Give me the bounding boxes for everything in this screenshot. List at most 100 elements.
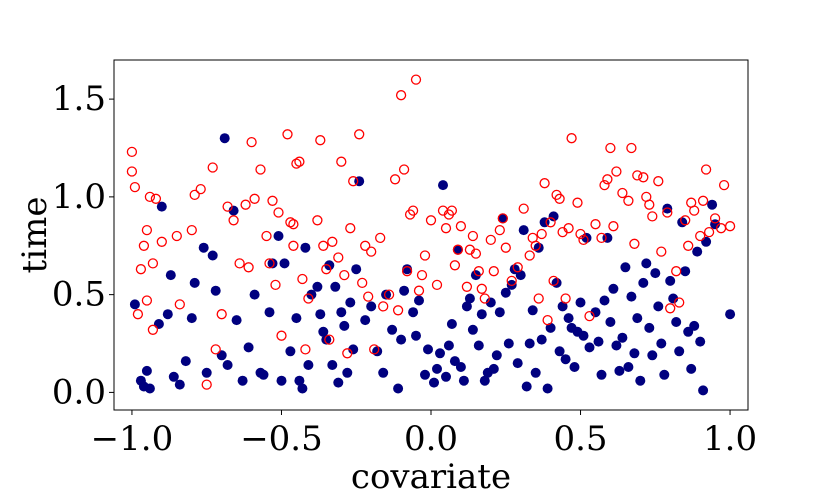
censored-point bbox=[440, 223, 452, 234]
censored-point bbox=[210, 344, 221, 355]
events-point bbox=[593, 336, 604, 347]
censored-point bbox=[524, 250, 535, 261]
censored-point bbox=[389, 174, 401, 185]
events-point bbox=[249, 289, 260, 300]
censored-point bbox=[141, 224, 153, 236]
events-point bbox=[327, 360, 338, 370]
censored-point bbox=[566, 133, 577, 144]
censored-point bbox=[488, 266, 499, 277]
censored-point bbox=[291, 158, 302, 169]
events-point bbox=[530, 367, 541, 378]
events-point bbox=[725, 309, 736, 320]
censored-point bbox=[590, 219, 601, 230]
events-point bbox=[318, 326, 329, 337]
censored-point bbox=[129, 181, 141, 193]
censored-point bbox=[431, 279, 443, 291]
events-point bbox=[156, 201, 167, 212]
events-point bbox=[387, 324, 398, 335]
censored-point bbox=[378, 301, 389, 312]
censored-point bbox=[255, 164, 266, 175]
y-tick-label: 1.0 bbox=[52, 177, 106, 217]
events-point bbox=[333, 377, 344, 388]
events-point bbox=[351, 264, 362, 275]
censored-point bbox=[467, 230, 479, 242]
censored-point bbox=[401, 266, 413, 277]
censored-point bbox=[689, 205, 700, 216]
events-point bbox=[635, 375, 646, 386]
y-tick-label: 0.5 bbox=[52, 275, 106, 315]
censored-point bbox=[300, 344, 311, 355]
censored-point bbox=[674, 297, 685, 308]
y-axis: 0.0 0.5 1.0 1.5 bbox=[52, 79, 114, 412]
events-point bbox=[297, 383, 308, 394]
censored-point bbox=[539, 178, 550, 189]
events-point bbox=[536, 334, 547, 345]
censored-point bbox=[629, 238, 640, 249]
events-point bbox=[500, 287, 511, 298]
events-point bbox=[626, 291, 637, 302]
events-point bbox=[623, 362, 634, 372]
censored-point bbox=[228, 215, 239, 226]
censored-point bbox=[189, 189, 200, 201]
censored-point bbox=[575, 228, 586, 240]
events-point bbox=[512, 358, 523, 369]
censored-point bbox=[342, 348, 353, 359]
events-point bbox=[264, 307, 275, 318]
events-point bbox=[569, 362, 580, 372]
censored-point bbox=[724, 221, 736, 232]
censored-point bbox=[333, 252, 344, 263]
events-point bbox=[219, 133, 230, 144]
censored-point bbox=[138, 240, 150, 251]
events-point bbox=[198, 242, 209, 253]
censored-point bbox=[718, 179, 730, 191]
censored-point bbox=[647, 211, 658, 222]
events-point bbox=[174, 379, 185, 390]
events-point bbox=[348, 344, 359, 355]
events-point bbox=[366, 301, 377, 312]
censored-point bbox=[407, 205, 419, 216]
censored-point bbox=[324, 334, 335, 345]
censored-point bbox=[709, 213, 721, 224]
events-point bbox=[291, 313, 302, 324]
events-point bbox=[548, 211, 559, 222]
censored-point bbox=[174, 299, 185, 310]
events-point bbox=[435, 348, 445, 359]
events-point bbox=[408, 307, 419, 318]
events-point bbox=[611, 340, 622, 351]
events-point bbox=[674, 346, 685, 357]
censored-point bbox=[303, 293, 314, 304]
censored-point bbox=[572, 197, 583, 208]
events-point bbox=[491, 350, 502, 361]
events-point bbox=[300, 242, 311, 253]
events-point bbox=[473, 340, 484, 351]
events-point bbox=[279, 258, 290, 269]
events-point bbox=[144, 383, 155, 394]
censored-point bbox=[336, 156, 347, 167]
events-point bbox=[467, 324, 478, 335]
events-point bbox=[423, 344, 433, 355]
events-point bbox=[632, 313, 643, 324]
events-point bbox=[162, 309, 173, 320]
events-point bbox=[692, 246, 703, 257]
x-tick-label: −1.0 bbox=[91, 419, 174, 459]
events-point bbox=[414, 295, 424, 306]
events-point bbox=[228, 205, 239, 216]
events-point bbox=[707, 199, 718, 210]
events-point bbox=[458, 375, 469, 386]
events-point bbox=[321, 334, 332, 345]
censored-point bbox=[186, 224, 197, 236]
censored-point bbox=[419, 250, 431, 261]
censored-point bbox=[611, 166, 622, 177]
events-point bbox=[396, 334, 407, 345]
censored-point bbox=[297, 273, 308, 285]
censored-point bbox=[545, 217, 556, 228]
censored-point bbox=[392, 305, 404, 316]
x-tick-label: 0.5 bbox=[553, 419, 607, 459]
censored-point bbox=[360, 240, 371, 251]
censored-point bbox=[249, 193, 260, 204]
events-point bbox=[429, 377, 439, 388]
censored-point bbox=[216, 309, 227, 320]
censored-point bbox=[697, 195, 709, 206]
events-point bbox=[393, 383, 404, 394]
